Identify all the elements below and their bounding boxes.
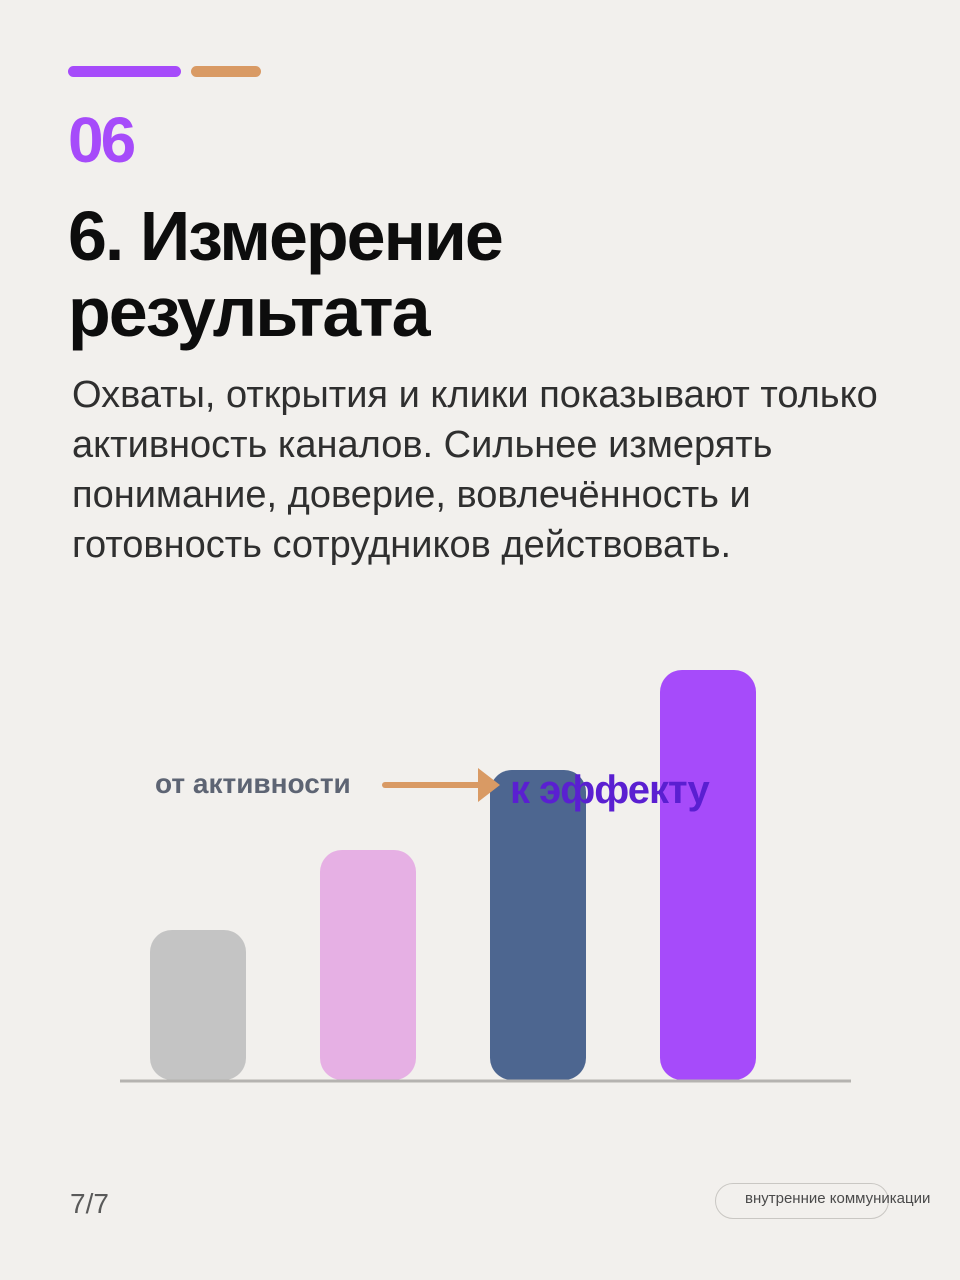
from-activity-label: от активности <box>155 768 351 799</box>
chart-bar-1 <box>150 930 246 1080</box>
body-text: Охваты, открытия и клики показывают толь… <box>72 374 878 566</box>
page-title: 6. Измерение результата <box>68 198 908 350</box>
page-counter: 7/7 <box>70 1188 109 1219</box>
to-effect-label: к эффекту <box>510 768 711 812</box>
title-line-2: результата <box>68 273 431 351</box>
arrow-head <box>478 768 500 802</box>
tag-pill <box>715 1183 889 1219</box>
tag-label: внутренние коммуникации <box>745 1190 931 1207</box>
chart-bar-4 <box>660 670 756 1080</box>
slide-number: 06 <box>68 104 136 176</box>
chart-bar-3 <box>490 770 586 1080</box>
accent-line-orange <box>191 66 261 77</box>
accent-line-purple <box>68 66 181 77</box>
title-line-1: 6. Измерение <box>68 197 504 275</box>
chart-bar-2 <box>320 850 416 1080</box>
